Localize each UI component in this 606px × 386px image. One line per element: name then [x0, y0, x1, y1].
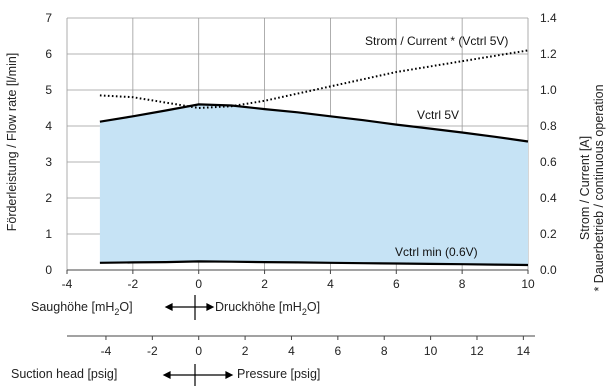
y2-tick-label: 1.2: [540, 47, 557, 61]
y2-tick-label: 1.0: [540, 83, 557, 97]
flow-area-layer: [99, 104, 529, 266]
y2-tick-label: 0.8: [540, 119, 557, 133]
x-tick-label: 2: [261, 277, 268, 291]
x-tick-label: 0: [195, 277, 202, 291]
series-line-vctrl-min: [99, 260, 529, 267]
psig-tick-label: 14: [517, 344, 531, 358]
psig-tick-label: 8: [381, 344, 388, 358]
pressure-psig-label: Pressure [psig]: [237, 367, 320, 381]
y-tick-label: 1: [45, 227, 52, 241]
y-tick-label: 7: [45, 11, 52, 25]
psig-tick-label: 12: [470, 344, 484, 358]
y-tick-label: 4: [45, 119, 52, 133]
y-axis-label: Förderleistung / Flow rate [l/min]: [5, 53, 19, 232]
y2-axis-note: * Dauerbetrieb / continuous operation: [592, 84, 606, 291]
psig-tick-label: -4: [101, 344, 112, 358]
psig-direction-arrows: [162, 364, 234, 386]
series-label-vctrl-min: Vctrl min (0.6V): [395, 245, 478, 259]
series-line-vctrl-5v: [99, 103, 529, 143]
y-tick-label: 5: [45, 83, 52, 97]
tick-labels: -4 -2 0 2 4 6 8 10 0 1 2 3 4 5 6 7 0.0 0.2 0.4 0.6 0.8 1.0 1.2…: [45, 11, 557, 291]
series-lines: [99, 49, 529, 267]
y-tick-label: 0: [45, 263, 52, 277]
pressure-head-mh2o-label: Druckhöhe [mH2O]: [215, 300, 320, 317]
flow-range-area: [99, 104, 529, 266]
psig-tick-label: 2: [242, 344, 249, 358]
axes: [66, 269, 529, 274]
y2-axis-label: Strom / Current [A]: [578, 136, 592, 240]
x-tick-label: 10: [521, 277, 535, 291]
y-tick-label: 6: [45, 47, 52, 61]
series-label-vctrl-5v: Vctrl 5V: [417, 108, 459, 122]
suction-head-psig-label: Suction head [psig]: [11, 367, 117, 381]
x-tick-label: 8: [459, 277, 466, 291]
y2-tick-label: 1.4: [540, 11, 557, 25]
psig-tick-label: 0: [195, 344, 202, 358]
x-tick-label: -4: [62, 277, 73, 291]
psig-tick-label: 10: [424, 344, 438, 358]
y2-tick-label: 0.4: [540, 191, 557, 205]
psig-tick-label: 4: [288, 344, 295, 358]
mh2o-direction-arrows: [164, 295, 215, 320]
series-line-current: [99, 49, 529, 110]
series-label-current: Strom / Current * (Vctrl 5V): [365, 34, 508, 48]
y-tick-label: 2: [45, 191, 52, 205]
psig-scale: -4 -2 0 2 4 6 8 10 12 14: [67, 335, 535, 358]
x-tick-label: -2: [128, 277, 139, 291]
psig-tick-label: -2: [147, 344, 158, 358]
psig-tick-label: 6: [335, 344, 342, 358]
y2-tick-label: 0.2: [540, 227, 557, 241]
y2-tick-label: 0.0: [540, 263, 557, 277]
y2-tick-label: 0.6: [540, 155, 557, 169]
suction-head-mh2o-label: Saughöhe [mH2O]: [31, 300, 133, 317]
x-tick-label: 6: [393, 277, 400, 291]
x-tick-label: 4: [327, 277, 334, 291]
y-tick-label: 3: [45, 155, 52, 169]
